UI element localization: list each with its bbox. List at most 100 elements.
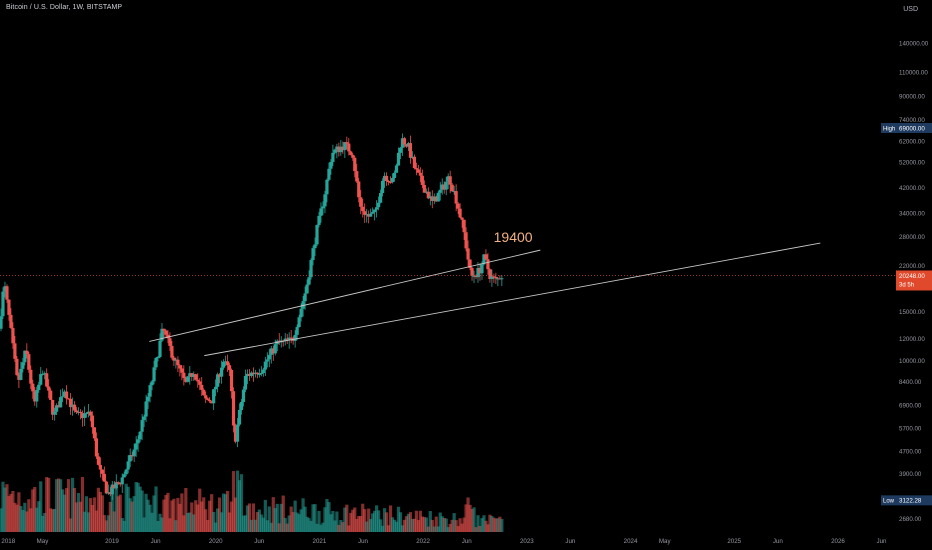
candle-body xyxy=(454,191,458,204)
volume-bar xyxy=(486,524,490,532)
volume-bar xyxy=(390,517,395,532)
candle-body xyxy=(182,372,186,378)
candle-body xyxy=(341,146,345,151)
candle-body xyxy=(394,165,399,173)
volume-bar xyxy=(243,515,248,532)
candle-body xyxy=(367,214,371,217)
volume-bar xyxy=(392,519,397,532)
candle-body xyxy=(420,175,424,185)
candle-body xyxy=(237,410,242,425)
volume-bar xyxy=(494,518,498,532)
candle-body xyxy=(319,208,323,216)
candle-body xyxy=(404,144,409,147)
price-unit: USD xyxy=(903,6,918,13)
candle-body xyxy=(287,337,291,341)
volume-bar xyxy=(369,519,373,532)
candle-body xyxy=(57,405,61,408)
volume-bar xyxy=(255,512,259,532)
volume-bar xyxy=(265,520,269,532)
low-badge-label-bg xyxy=(881,495,896,506)
candle-body xyxy=(144,401,148,417)
candle-body xyxy=(289,337,293,339)
volume-bar xyxy=(98,491,102,532)
price-annotation[interactable]: 19400 xyxy=(494,229,533,245)
candle-body xyxy=(196,379,200,382)
volume-bar xyxy=(365,521,369,532)
volume-bar xyxy=(128,498,132,532)
volume-bar xyxy=(357,515,361,532)
candle-body xyxy=(269,348,273,355)
volume-bar xyxy=(68,518,73,532)
y-tick-label: 110000.00 xyxy=(899,69,928,76)
volume-bar xyxy=(291,512,295,532)
candle-body xyxy=(21,362,25,369)
candle-body xyxy=(462,219,466,233)
candle-body xyxy=(210,401,214,404)
candle-body xyxy=(198,381,202,385)
candle-body xyxy=(17,374,21,380)
candle-body xyxy=(416,169,420,173)
candle-body xyxy=(160,328,164,341)
volume-bar xyxy=(464,504,468,532)
volume-bar xyxy=(96,487,100,532)
candle-body xyxy=(118,483,122,485)
candle-body xyxy=(271,348,275,354)
candle-body xyxy=(339,146,343,153)
volume-bar xyxy=(47,477,51,532)
candle-body xyxy=(472,275,476,277)
y-tick-label: 62000.00 xyxy=(899,138,925,145)
volume-bar xyxy=(140,490,144,532)
candle-body xyxy=(68,398,73,408)
volume-bar xyxy=(406,513,411,532)
trendlines[interactable] xyxy=(149,242,821,357)
y-tick-label: 12000.00 xyxy=(899,336,925,343)
candle-body xyxy=(154,358,158,368)
volume-bar xyxy=(341,522,345,532)
candle-body xyxy=(138,431,142,440)
candle-body xyxy=(174,359,178,361)
volume-bar xyxy=(202,497,206,532)
candle-body xyxy=(313,244,317,249)
volume-bar xyxy=(307,518,311,532)
low-badge-value: 3122.28 xyxy=(899,498,922,505)
candle-body xyxy=(442,184,446,190)
candle-body xyxy=(428,196,432,199)
volume-bar xyxy=(422,517,426,532)
volume-bar xyxy=(363,509,367,532)
candle-body xyxy=(400,138,405,148)
candle-body xyxy=(66,398,71,400)
candle-body xyxy=(351,154,355,158)
candle-body xyxy=(29,369,33,384)
time-axis[interactable]: 2018 May 2019 Jun 2020 Jun 2021 Jun 2022 Jun 2023 J… xyxy=(1,538,887,545)
volume-bar xyxy=(80,476,85,532)
volume-bar xyxy=(223,494,228,532)
candle-body xyxy=(293,334,297,341)
candle-body xyxy=(468,259,472,269)
volume-bar xyxy=(126,486,130,532)
volume-bar xyxy=(309,520,313,532)
volume-bar xyxy=(118,494,122,532)
candle-body xyxy=(375,207,379,210)
y-tick-label: 42000.00 xyxy=(899,185,925,192)
volume-bar xyxy=(39,481,43,532)
candle-body xyxy=(333,149,337,153)
last-price-badge: 20248.00 3d 5h xyxy=(896,270,932,291)
volume-bar xyxy=(380,525,385,532)
candle-body xyxy=(478,267,482,274)
candle-body xyxy=(406,143,411,147)
candle-body xyxy=(373,209,377,213)
volume-bar xyxy=(317,510,321,532)
volume-bar xyxy=(434,516,438,532)
volume-bar xyxy=(112,511,116,532)
volume-bar xyxy=(418,510,422,532)
volume-bar xyxy=(349,512,353,532)
volume-bar xyxy=(450,519,454,532)
candle-body xyxy=(345,142,349,144)
volume-bar xyxy=(263,499,267,532)
volume-bar xyxy=(204,509,208,532)
candle-body xyxy=(114,482,118,489)
candle-body xyxy=(426,191,430,199)
candle-body xyxy=(184,377,188,382)
y-tick-label: 10000.00 xyxy=(899,358,925,365)
